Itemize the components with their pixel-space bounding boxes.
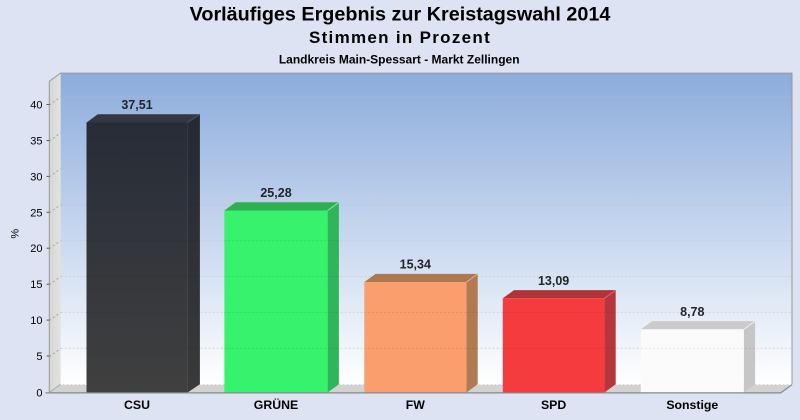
svg-text:8,78: 8,78 bbox=[680, 305, 704, 319]
svg-text:Stimmen in Prozent: Stimmen in Prozent bbox=[309, 28, 491, 47]
svg-text:35: 35 bbox=[30, 136, 42, 148]
svg-text:CSU: CSU bbox=[124, 398, 150, 412]
svg-text:GRÜNE: GRÜNE bbox=[254, 397, 298, 412]
svg-text:40: 40 bbox=[30, 100, 42, 112]
svg-text:5: 5 bbox=[36, 351, 42, 363]
svg-text:Sonstige: Sonstige bbox=[666, 398, 718, 412]
svg-text:SPD: SPD bbox=[541, 398, 566, 412]
svg-text:%: % bbox=[10, 229, 22, 239]
svg-text:15,34: 15,34 bbox=[400, 258, 431, 272]
svg-text:15: 15 bbox=[30, 279, 42, 291]
svg-text:25,28: 25,28 bbox=[260, 186, 291, 200]
svg-text:Landkreis Main-Spessart - Mark: Landkreis Main-Spessart - Markt Zellinge… bbox=[279, 53, 520, 67]
svg-text:10: 10 bbox=[30, 315, 42, 327]
svg-text:25: 25 bbox=[30, 207, 42, 219]
svg-text:13,09: 13,09 bbox=[538, 274, 569, 288]
svg-text:20: 20 bbox=[30, 243, 42, 255]
svg-text:37,51: 37,51 bbox=[121, 98, 152, 112]
svg-text:Vorläufiges Ergebnis zur Kreis: Vorläufiges Ergebnis zur Kreistagswahl 2… bbox=[190, 4, 611, 26]
svg-text:FW: FW bbox=[406, 398, 426, 412]
svg-text:0: 0 bbox=[36, 387, 42, 399]
svg-text:30: 30 bbox=[30, 171, 42, 183]
